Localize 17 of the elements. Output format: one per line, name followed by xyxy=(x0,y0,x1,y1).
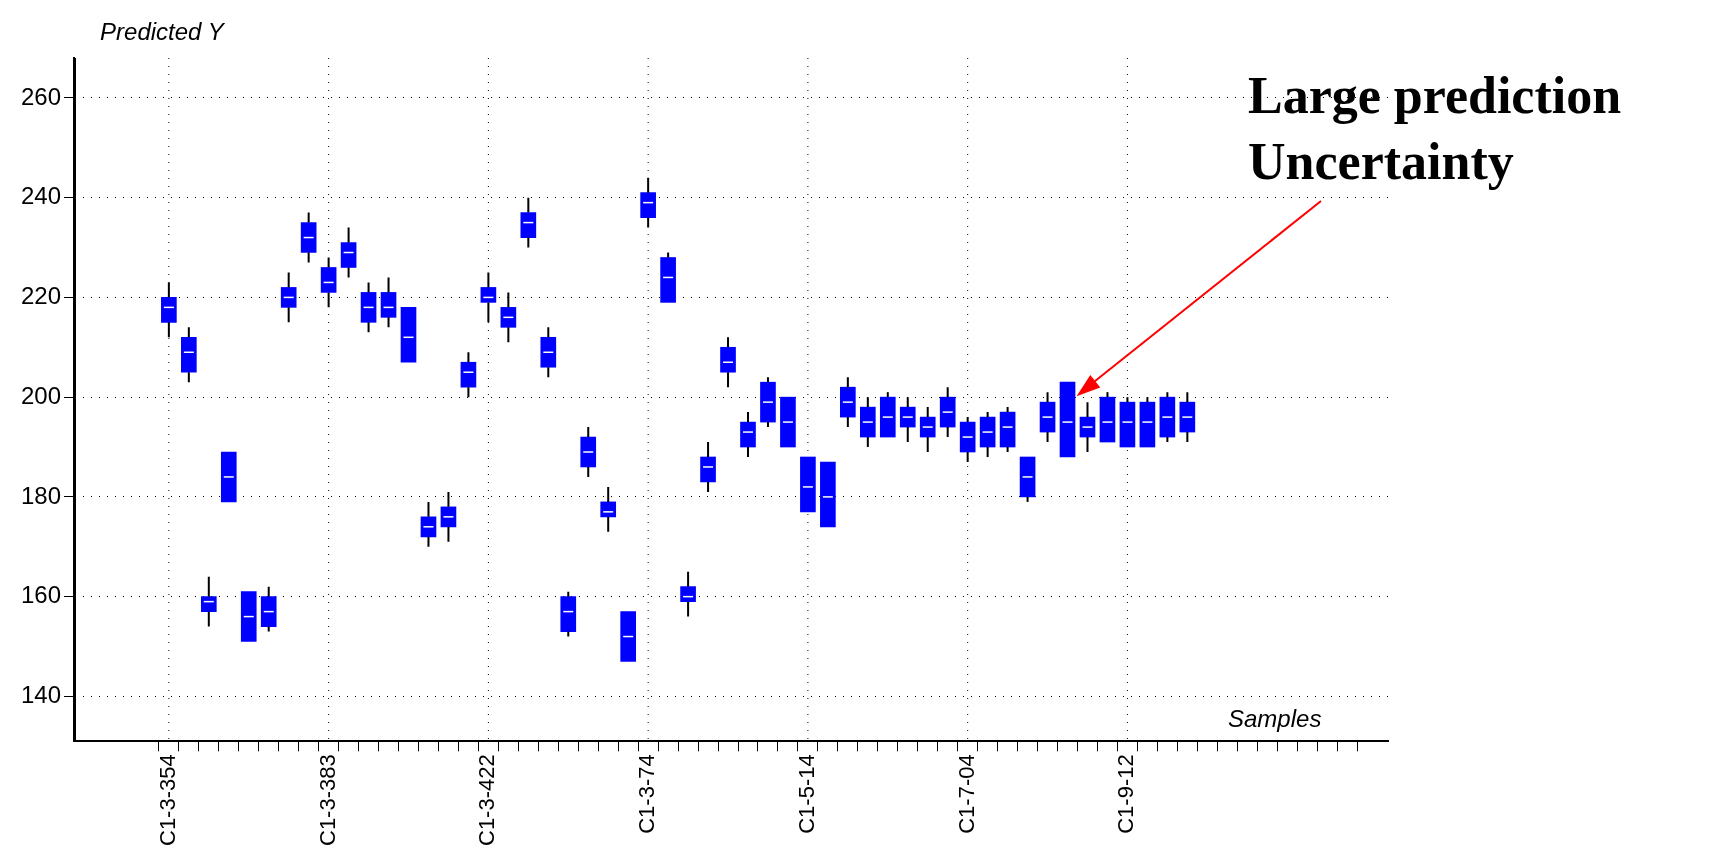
x-tick-label: C1-3-74 xyxy=(634,754,660,834)
y-tick-label: 140 xyxy=(21,681,62,709)
y-tick-label: 180 xyxy=(21,481,62,509)
text: Large prediction Uncertainty xyxy=(1248,66,1623,192)
x-tick-label: C1-7-04 xyxy=(953,754,979,834)
x-axis-title: Samples xyxy=(1228,705,1322,734)
x-tick-label: C1-3-422 xyxy=(474,754,500,846)
x-tick-label: C1-3-354 xyxy=(154,754,180,846)
x-tick-label: C1-3-383 xyxy=(314,754,340,846)
y-tick-label: 160 xyxy=(21,581,62,609)
x-tick-label: C1-5-14 xyxy=(793,754,819,834)
y-tick-label: 240 xyxy=(21,182,62,210)
y-tick-label: 220 xyxy=(21,282,62,310)
y-axis-title: Predicted Y xyxy=(100,18,224,46)
x-tick-label: C1-9-12 xyxy=(1113,754,1139,834)
y-tick-label: 260 xyxy=(21,82,62,110)
y-tick-label: 200 xyxy=(21,381,62,409)
